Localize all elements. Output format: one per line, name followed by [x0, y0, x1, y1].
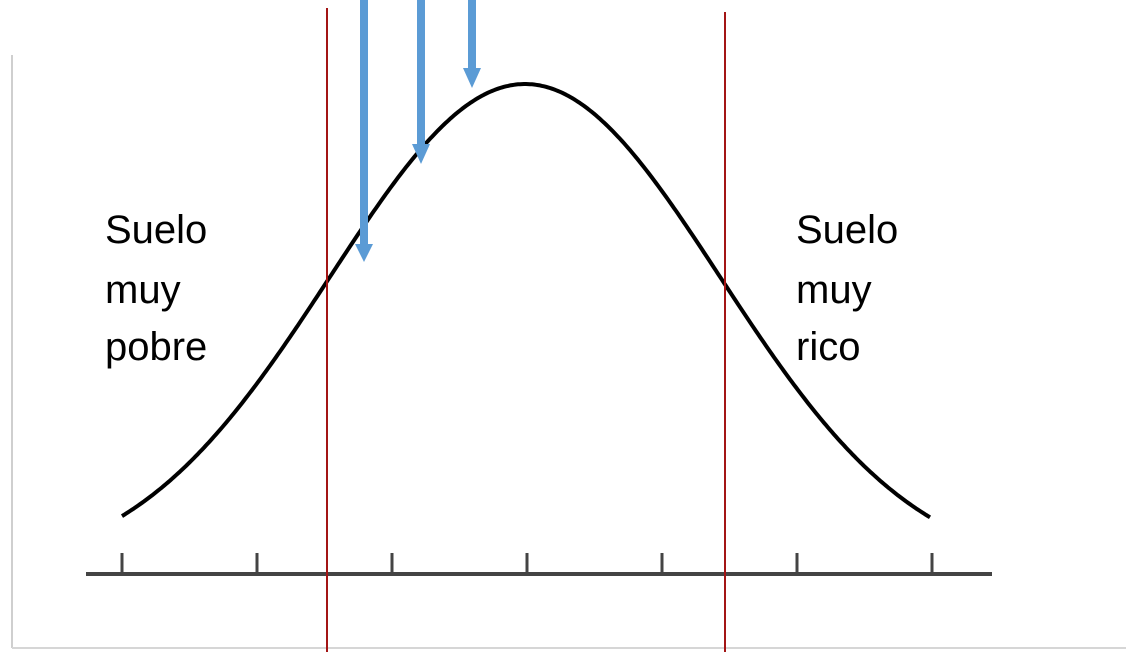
right-region-label: Suelo muy rico — [796, 208, 909, 369]
left-label-line-1: Suelo — [105, 208, 207, 252]
arrow-1 — [355, 0, 373, 262]
left-label-line-3: pobre — [105, 325, 207, 369]
arrow-3 — [463, 0, 481, 88]
right-label-line-3: rico — [796, 325, 860, 369]
right-label-line-2: muy — [796, 268, 872, 312]
left-label-line-2: muy — [105, 268, 181, 312]
left-region-label: Suelo muy pobre — [105, 208, 218, 369]
normal-distribution-curve — [120, 82, 932, 520]
right-label-line-1: Suelo — [796, 208, 898, 252]
axis-ticks — [120, 553, 934, 574]
arrow-2 — [412, 0, 430, 164]
